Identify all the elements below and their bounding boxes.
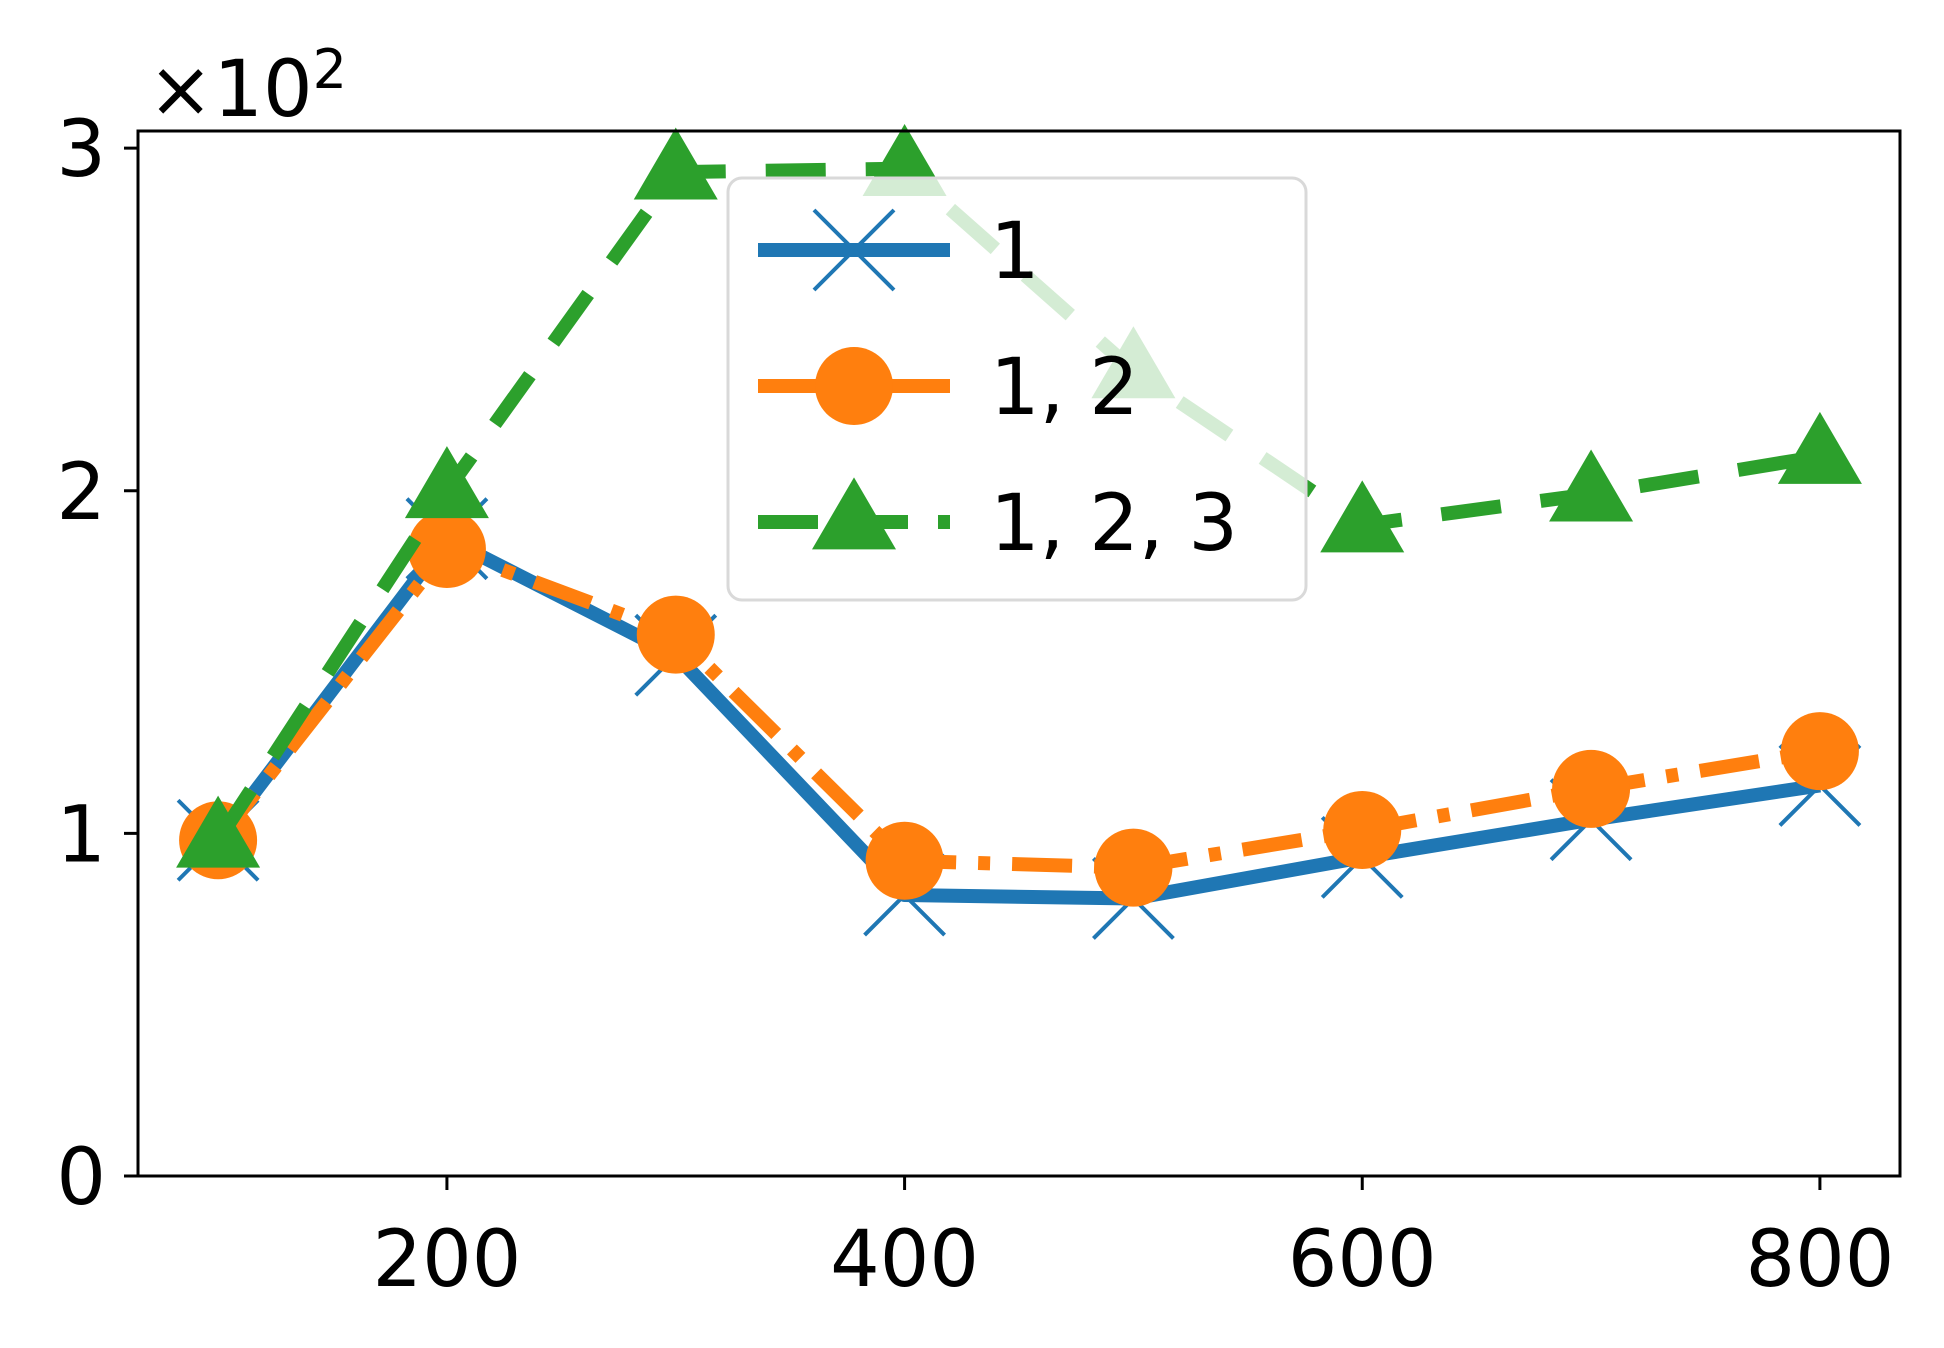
data-point-marker (407, 510, 486, 588)
legend-marker (812, 477, 896, 550)
ticks-layer: 200 400 600 800 0 1 2 3 (56, 105, 1894, 1305)
legend-box (726, 176, 1308, 602)
y-tick-label: 1 (56, 790, 106, 880)
data-point-marker (636, 595, 715, 674)
data-point-marker (176, 795, 261, 868)
data-point-marker (1780, 712, 1859, 791)
data-point-marker (865, 821, 944, 900)
y-tick-label: 0 (56, 1133, 106, 1223)
legend-label: 1, 2, 3 (990, 479, 1238, 569)
data-point-marker (633, 127, 718, 200)
data-point-marker (1552, 749, 1631, 828)
legend: 1 1, 2 1, 2, 3 (726, 176, 1308, 602)
legend-label: 1, 2 (990, 343, 1139, 433)
legend-entry: 1, 2, 3 (758, 477, 1238, 569)
series-line (212, 531, 1821, 906)
x-tick-label: 800 (1745, 1215, 1894, 1305)
x-tick-label: 200 (372, 1215, 521, 1305)
legend-marker (815, 347, 893, 425)
y-tick-label: 2 (56, 448, 106, 538)
legend-entry: 1 (758, 207, 1040, 297)
legend-marker (812, 208, 896, 292)
y-axis-offset-base: ×10 (148, 45, 313, 135)
series-line (212, 161, 1822, 845)
y-tick-label: 3 (56, 105, 106, 195)
data-point-marker (1323, 790, 1402, 869)
y-axis-offset-exponent: 2 (313, 38, 347, 101)
data-point-marker (1549, 449, 1634, 522)
plot-frame (136, 129, 1902, 1178)
legend-entry: 1, 2 (758, 343, 1139, 433)
legend-label: 1 (990, 207, 1040, 297)
data-point-marker (1320, 480, 1405, 553)
data-point-marker (1094, 828, 1173, 907)
data-point-marker (1777, 411, 1862, 484)
x-tick-label: 400 (830, 1215, 979, 1305)
y-axis-offset-label: ×102 (148, 38, 347, 135)
data-point-marker (404, 446, 489, 519)
x-tick-label: 600 (1288, 1215, 1437, 1305)
